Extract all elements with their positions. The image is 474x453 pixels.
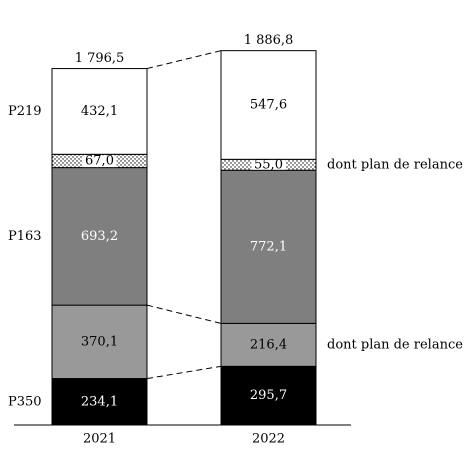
data-label: 547,6 [250, 97, 287, 112]
data-label: 295,7 [250, 388, 287, 403]
series-label: P219 [8, 104, 42, 119]
bar-segment [51, 378, 148, 426]
data-label: 67,0 [85, 153, 114, 168]
data-label: 772,1 [250, 239, 287, 254]
x-tick-label: 2022 [252, 432, 285, 447]
connector-line [146, 50, 222, 70]
data-labels: 234,1 370,1 693,2 67,0 432,1 1 796,5 295,7 216,… [75, 33, 294, 409]
bars [51, 50, 317, 426]
annotation-label: dont plan de relance [327, 337, 463, 352]
series-label: P163 [8, 229, 42, 244]
bar-segment [51, 304, 148, 380]
x-tick-label: 2021 [83, 432, 116, 447]
annotations: dont plan de relance dont plan de relance [327, 157, 463, 352]
data-label: 432,1 [81, 104, 118, 119]
data-label: 216,4 [250, 337, 287, 352]
bar-segment [220, 322, 317, 367]
bar-segment [220, 50, 317, 160]
label-background [82, 155, 117, 168]
label-background [251, 160, 286, 170]
annotation-label: dont plan de relance [327, 157, 463, 172]
connector-line [146, 304, 222, 324]
data-label: 234,1 [81, 394, 118, 409]
bar-segment [220, 169, 317, 324]
data-label: 55,0 [254, 157, 283, 172]
series-labels: P350 P163 P219 [8, 104, 42, 409]
data-label: 370,1 [81, 334, 118, 349]
bar-segment [51, 68, 148, 155]
data-label: 693,2 [81, 229, 118, 244]
connector-lines [146, 50, 222, 380]
connector-line [146, 365, 222, 380]
series-label: P350 [8, 394, 42, 409]
x-tick-labels: 2021 2022 [83, 432, 285, 447]
total-label: 1 796,5 [75, 51, 125, 66]
total-label: 1 886,8 [244, 33, 294, 48]
